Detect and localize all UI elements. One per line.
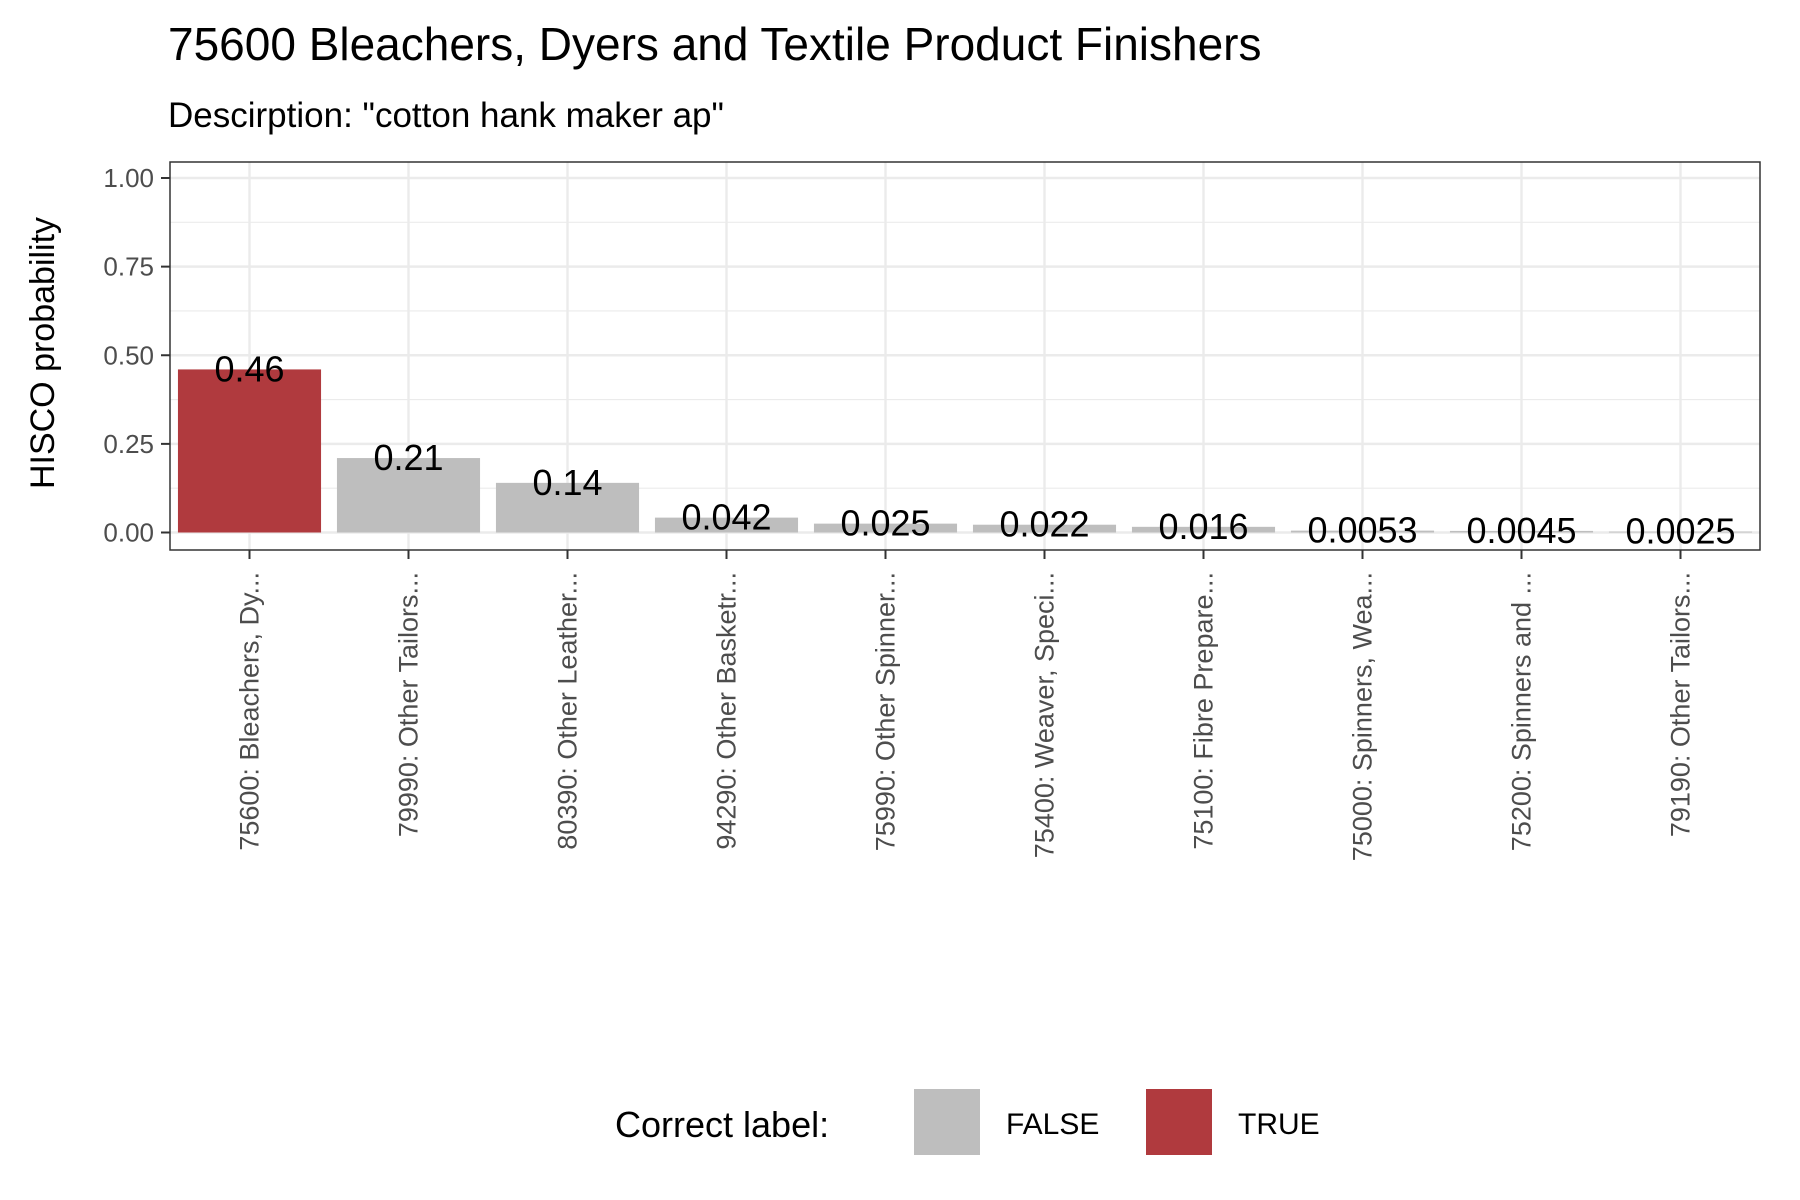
- data-label-5: 0.025: [840, 503, 930, 544]
- legend-label-true: TRUE: [1238, 1108, 1320, 1141]
- y-tick-label: 0.00: [103, 518, 154, 548]
- bar-3: [495, 482, 640, 533]
- data-label-10: 0.0025: [1625, 511, 1735, 552]
- x-tick-label: 75600: Bleachers, Dy...: [235, 572, 265, 851]
- y-tick-label: 0.75: [103, 252, 154, 282]
- legend: Correct label: FALSE TRUE: [615, 1089, 1320, 1155]
- data-label-7: 0.016: [1158, 506, 1248, 547]
- data-label-2: 0.21: [373, 437, 443, 478]
- legend-key-false: [914, 1089, 980, 1155]
- y-tick-label: 1.00: [103, 163, 154, 193]
- x-tick-label: 75000: Spinners, Wea...: [1348, 572, 1378, 861]
- x-tick-label: 94290: Other Basketr...: [712, 572, 742, 850]
- legend-label-false: FALSE: [1006, 1108, 1099, 1141]
- x-tick-label: 75200: Spinners and ...: [1507, 572, 1537, 851]
- data-label-6: 0.022: [999, 504, 1089, 545]
- bar-6: [972, 524, 1117, 533]
- bar-9: [1449, 530, 1594, 533]
- bars: [177, 369, 1753, 533]
- x-tick-label: 80390: Other Leather...: [553, 572, 583, 850]
- bar-2: [336, 458, 481, 533]
- y-axis: 0.00 0.25 0.50 0.75 1.00: [103, 163, 170, 548]
- data-label-9: 0.0045: [1466, 510, 1576, 551]
- data-labels: 0.46 0.21 0.14 0.042 0.025 0.022 0.016 0.0053 0.…: [214, 348, 1735, 551]
- bar-5: [813, 523, 958, 533]
- y-tick-label: 0.50: [103, 340, 154, 370]
- bar-8: [1290, 530, 1435, 533]
- chart-subtitle: Descirption: "cotton hank maker ap": [168, 96, 724, 135]
- x-tick-label: 79990: Other Tailors...: [394, 572, 424, 837]
- x-tick-label: 75100: Fibre Prepare...: [1189, 572, 1219, 850]
- x-tick-label: 75990: Other Spinner...: [871, 572, 901, 851]
- y-tick-label: 0.25: [103, 429, 154, 459]
- legend-key-true: [1146, 1089, 1212, 1155]
- legend-title: Correct label:: [615, 1104, 829, 1145]
- data-label-3: 0.14: [532, 462, 602, 503]
- bar-7: [1131, 526, 1276, 533]
- y-axis-label: HISCO probability: [24, 217, 62, 489]
- x-axis: 75600: Bleachers, Dy... 79990: Other Tail…: [235, 550, 1696, 861]
- data-label-1: 0.46: [214, 348, 284, 389]
- data-label-8: 0.0053: [1307, 510, 1417, 551]
- bar-1: [177, 369, 322, 533]
- x-tick-label: 75400: Weaver, Speci...: [1030, 572, 1060, 858]
- bar-4: [654, 517, 799, 533]
- x-tick-label: 79190: Other Tailors...: [1666, 572, 1696, 837]
- data-label-4: 0.042: [681, 497, 771, 538]
- chart-title: 75600 Bleachers, Dyers and Textile Produ…: [168, 18, 1262, 70]
- bar-10: [1608, 531, 1753, 533]
